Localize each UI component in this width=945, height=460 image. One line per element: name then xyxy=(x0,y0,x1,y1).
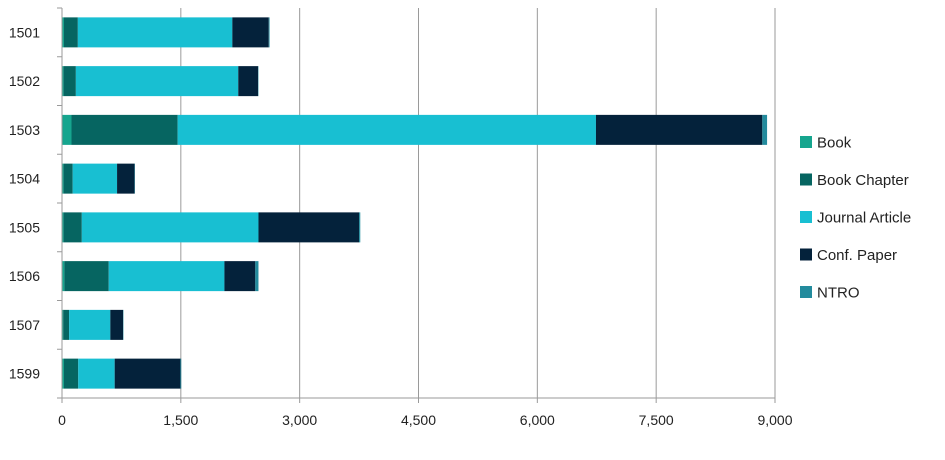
x-tick-label: 0 xyxy=(58,412,66,428)
bar-segment-1506-conf-paper xyxy=(224,261,256,292)
bar-segment-1505-book-chapter xyxy=(63,212,82,243)
legend-label: Journal Article xyxy=(817,210,911,227)
legend: Book Book Chapter Journal Article Conf. Pap… xyxy=(800,135,911,302)
x-tick-label: 3,000 xyxy=(282,412,317,428)
bar-segment-1599-journal-article xyxy=(78,358,115,389)
bar-segment-1501-conf-paper xyxy=(232,17,269,48)
bar-segment-1507-conf-paper xyxy=(110,309,124,340)
bar-segment-1506-book-chapter xyxy=(64,261,109,292)
legend-label: Book xyxy=(817,135,852,152)
bar-segment-1503-conf-paper xyxy=(595,114,763,145)
x-tick-label: 1,500 xyxy=(163,412,198,428)
bar-segment-1505-conf-paper xyxy=(258,212,360,243)
bar-segment-1599-ntro xyxy=(180,358,182,389)
bar-segment-1507-book xyxy=(62,309,64,340)
bar-segment-1599-conf-paper xyxy=(114,358,181,389)
x-tick-label: 7,500 xyxy=(639,412,674,428)
bar-segment-1502-book-chapter xyxy=(63,66,76,97)
legend-swatch-ntro xyxy=(800,286,812,298)
bar-segment-1599-book xyxy=(62,358,64,389)
bar-segment-1506-ntro xyxy=(255,261,259,292)
bar-segment-1503-ntro xyxy=(762,114,768,145)
category-label: 1504 xyxy=(9,171,40,187)
bar-segment-1504-book xyxy=(62,163,64,194)
bar-segment-1505-book xyxy=(62,212,64,243)
bar-segment-1503-book-chapter xyxy=(71,114,178,145)
bar-segment-1501-book xyxy=(62,17,64,48)
bar-segment-1503-book xyxy=(62,114,72,145)
legend-swatch-journal-article xyxy=(800,211,812,223)
bar-segment-1506-book xyxy=(62,261,65,292)
category-label: 1501 xyxy=(9,24,40,40)
x-tick-label: 4,500 xyxy=(401,412,436,428)
bar-segment-1501-journal-article xyxy=(77,17,233,48)
bar-segment-1504-conf-paper xyxy=(117,163,135,194)
bar-segment-1504-book-chapter xyxy=(63,163,73,194)
bar-segment-1501-ntro xyxy=(268,17,270,48)
bar-segment-1502-journal-article xyxy=(75,66,239,97)
category-label: 1503 xyxy=(9,122,40,138)
x-axis-labels: 0 1,500 3,000 4,500 6,000 7,500 9,000 xyxy=(58,412,793,428)
bar-segment-1502-book xyxy=(62,66,64,97)
legend-swatch-book xyxy=(800,136,812,148)
bar-segment-1504-journal-article xyxy=(72,163,118,194)
bar-segment-1599-book-chapter xyxy=(63,358,79,389)
category-label: 1599 xyxy=(9,366,40,382)
axes xyxy=(57,7,775,399)
bar-segment-1506-journal-article xyxy=(108,261,225,292)
category-label: 1502 xyxy=(9,73,40,89)
legend-swatch-book-chapter xyxy=(800,173,812,186)
legend-label: NTRO xyxy=(817,285,860,302)
x-tick-label: 9,000 xyxy=(757,412,792,428)
x-tick-label: 6,000 xyxy=(520,412,555,428)
legend-swatch-conf-paper xyxy=(800,248,812,261)
legend-label: Conf. Paper xyxy=(817,247,897,264)
y-axis-labels: 1501 1502 1503 1504 1505 1506 1507 1599 xyxy=(9,24,40,381)
legend-label: Book Chapter xyxy=(817,172,909,189)
bars xyxy=(62,17,768,389)
bar-segment-1501-book-chapter xyxy=(63,17,78,48)
bar-segment-1505-journal-article xyxy=(81,212,259,243)
bar-segment-1503-journal-article xyxy=(177,114,596,145)
bar-segment-1507-journal-article xyxy=(69,309,111,340)
category-label: 1505 xyxy=(9,219,40,235)
bar-segment-1505-ntro xyxy=(359,212,361,243)
bar-segment-1502-conf-paper xyxy=(238,66,259,97)
bar-segment-1507-book-chapter xyxy=(63,309,70,340)
category-label: 1507 xyxy=(9,317,40,333)
category-label: 1506 xyxy=(9,268,40,284)
